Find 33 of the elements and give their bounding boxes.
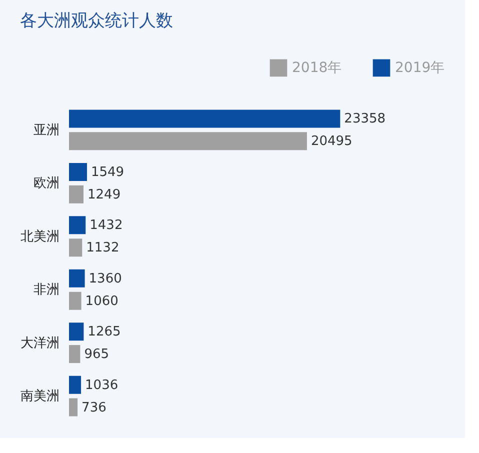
bar [69, 376, 82, 394]
chart-title: 各大洲观众统计人数 [20, 11, 173, 31]
bar [69, 398, 78, 416]
bar [69, 269, 85, 288]
y-tick-label: 南美洲 [20, 388, 60, 404]
data-label: 1036 [85, 378, 118, 393]
bar [69, 162, 87, 181]
y-tick-label: 大洋洲 [20, 336, 60, 351]
y-tick-label: 北美洲 [20, 228, 60, 244]
data-label: 1249 [88, 187, 121, 202]
y-tick-label: 亚洲 [34, 122, 60, 138]
data-label: 1060 [85, 294, 118, 309]
bar [69, 216, 86, 234]
bar [69, 132, 307, 150]
data-label: 736 [82, 400, 106, 416]
data-label: 1265 [88, 324, 121, 340]
y-tick-label: 欧洲 [34, 176, 60, 192]
bar [69, 292, 82, 310]
bar [69, 238, 82, 257]
data-label: 1549 [90, 164, 124, 180]
legend-label: 2019年 [395, 60, 445, 76]
bar [69, 185, 84, 204]
data-label: 1132 [86, 240, 120, 256]
y-tick-label: 非洲 [34, 282, 60, 298]
legend-label: 2018年 [292, 60, 342, 76]
data-label: 965 [84, 347, 110, 362]
data-label: 1432 [90, 218, 123, 234]
data-label: 20495 [310, 134, 352, 150]
data-label: 1360 [88, 271, 122, 286]
bar [69, 345, 80, 364]
bar [69, 322, 84, 341]
data-label: 23358 [344, 112, 386, 127]
bar [69, 110, 340, 128]
